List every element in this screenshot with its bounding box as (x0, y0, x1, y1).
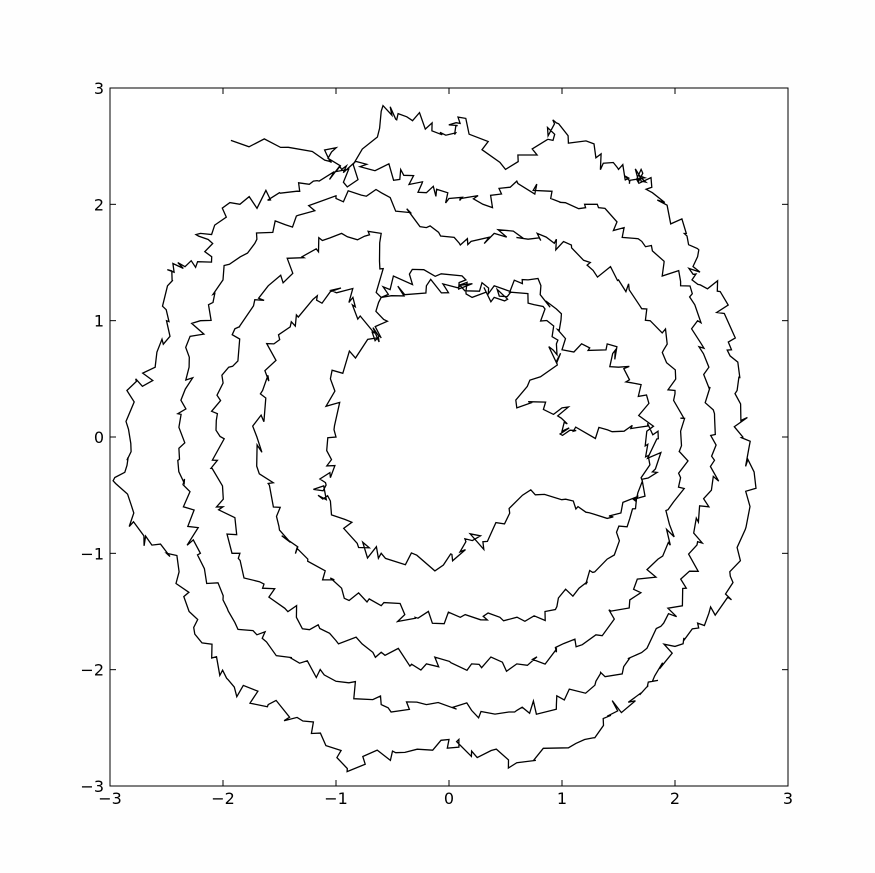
x-tick-label: −1 (324, 789, 348, 808)
y-tick-label: 2 (94, 195, 104, 214)
x-tick-label: 0 (444, 789, 454, 808)
x-tick-label: 1 (557, 789, 567, 808)
y-tick-label: 1 (94, 312, 104, 331)
x-axis: −3 −2 −1 0 1 2 3 (98, 88, 793, 808)
x-tick-label: −2 (211, 789, 235, 808)
x-tick-label: −3 (98, 789, 122, 808)
plot-area (110, 88, 788, 786)
y-tick-label: −2 (80, 661, 104, 680)
series-layer (112, 104, 757, 773)
x-tick-label: 2 (670, 789, 680, 808)
y-tick-label: −3 (80, 777, 104, 796)
series-line (112, 104, 757, 773)
y-tick-label: 3 (94, 79, 104, 98)
y-tick-label: −1 (80, 544, 104, 563)
y-axis: −3 −2 −1 0 1 2 3 (80, 79, 788, 796)
y-tick-label: 0 (94, 428, 104, 447)
x-tick-label: 3 (783, 789, 793, 808)
